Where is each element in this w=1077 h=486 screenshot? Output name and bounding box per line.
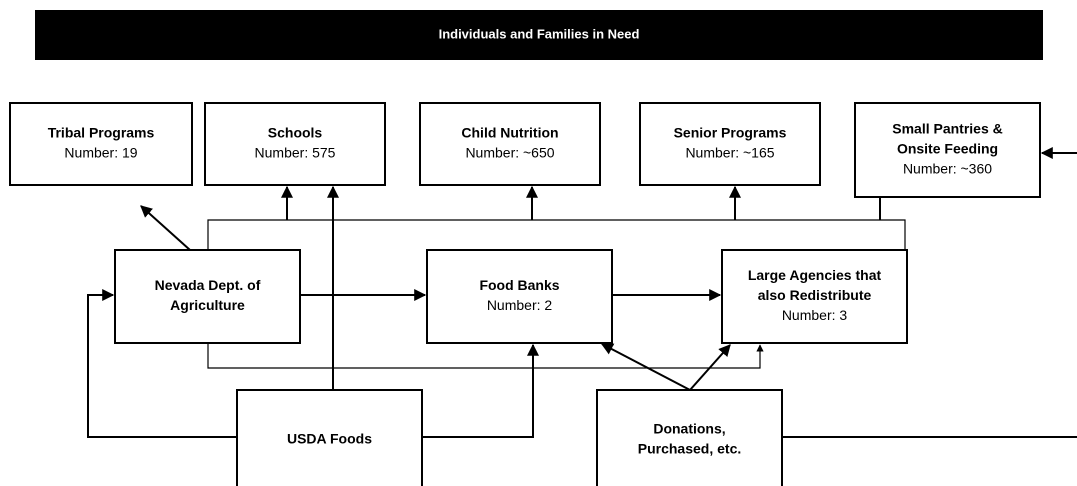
node-detail: Number: ~650: [465, 145, 554, 161]
node: Donations, Purchased, etc.: [596, 389, 783, 486]
node-name: Senior Programs: [674, 125, 787, 141]
node-name: also Redistribute: [758, 287, 872, 303]
arrow: [689, 344, 731, 391]
node-name: Small Pantries &: [892, 121, 1003, 137]
node-detail: Number: 2: [487, 297, 553, 313]
node: Child Nutrition Number: ~650: [419, 102, 601, 186]
arrow: [600, 343, 691, 391]
node: Nevada Dept. of Agriculture: [114, 249, 301, 344]
node-box: [114, 249, 301, 344]
node-detail: Number: 19: [64, 145, 137, 161]
node-name: Agriculture: [170, 297, 245, 313]
node: Small Pantries & Onsite Feeding Number: ~3…: [854, 102, 1041, 198]
node-detail: Number: 575: [255, 145, 336, 161]
header-title: Individuals and Families in Need: [439, 26, 640, 41]
node: USDA Foods: [236, 389, 423, 486]
node-name: Onsite Feeding: [897, 141, 998, 157]
node-box: [721, 249, 908, 344]
node-box: [639, 102, 821, 186]
node-box: [204, 102, 386, 186]
arrow: [140, 205, 191, 251]
node-box: [426, 249, 613, 344]
node-name: Purchased, etc.: [638, 441, 742, 457]
node-name: USDA Foods: [287, 431, 372, 447]
arrow: [87, 289, 237, 438]
node-detail: Number: 3: [782, 307, 848, 323]
node-name: Large Agencies that: [748, 267, 882, 283]
node-detail: Number: ~360: [903, 161, 992, 177]
node: Tribal Programs Number: 19: [9, 102, 193, 186]
node-box: [236, 389, 423, 486]
nodes: Tribal Programs Number: 19 Schools Number: …: [9, 102, 1041, 486]
node: Food Banks Number: 2: [426, 249, 613, 344]
header-bar: [35, 10, 1043, 60]
node-box: [596, 389, 783, 486]
node-box: [854, 102, 1041, 198]
node-name: Donations,: [653, 421, 725, 437]
node-name: Child Nutrition: [461, 125, 558, 141]
node-detail: Number: ~165: [685, 145, 774, 161]
node: Schools Number: 575: [204, 102, 386, 186]
node: Senior Programs Number: ~165: [639, 102, 821, 186]
arrow: [422, 343, 539, 438]
node-name: Schools: [268, 125, 323, 141]
node-box: [9, 102, 193, 186]
connector: [207, 343, 764, 369]
node-name: Tribal Programs: [48, 125, 155, 141]
node: Large Agencies that also Redistribute Numb…: [721, 249, 908, 344]
node-box: [419, 102, 601, 186]
connectors: [87, 147, 1077, 438]
node-name: Nevada Dept. of: [155, 277, 261, 293]
connector: [207, 219, 906, 250]
node-name: Food Banks: [479, 277, 559, 293]
